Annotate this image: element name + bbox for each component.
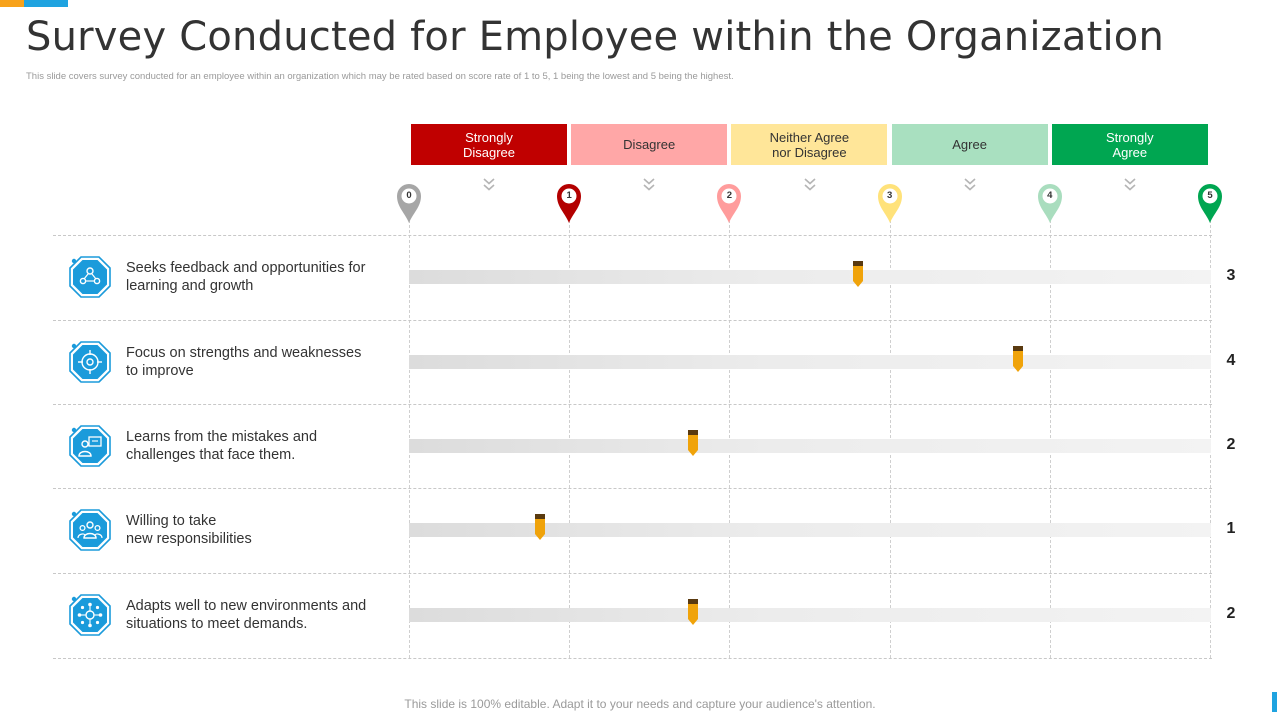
- location-pin-icon: [397, 184, 421, 223]
- scale-label-1: Strongly Disagree: [411, 124, 567, 165]
- rating-track: [409, 355, 1211, 369]
- location-pin-icon: [1198, 184, 1222, 223]
- scale-label-2: Disagree: [571, 124, 728, 165]
- gridline-5: [1210, 200, 1211, 658]
- corner-accent-mark: [1272, 692, 1277, 712]
- pin-number: 3: [886, 190, 893, 201]
- statement-text: Learns from the mistakes and challenges …: [126, 429, 318, 463]
- score-value: 3: [1226, 267, 1236, 284]
- chevron-down-icon: [483, 178, 495, 191]
- statement-text: Willing to take new responsibilities: [126, 513, 252, 547]
- row-separator: [53, 488, 1212, 489]
- accent-bar-blue: [24, 0, 68, 7]
- chevron-down-icon: [643, 178, 655, 191]
- rating-marker: [535, 514, 546, 540]
- location-pin-icon: [877, 184, 902, 223]
- scale-label-3: Neither Agree nor Disagree: [731, 124, 888, 165]
- statement-text: Focus on strengths and weaknesses to imp…: [126, 345, 362, 379]
- team-group-icon: [69, 509, 111, 551]
- score-value: 2: [1226, 436, 1236, 453]
- gridline-2: [729, 200, 731, 658]
- statement-text: Seeks feedback and opportunities for lea…: [126, 260, 366, 294]
- page-title: Survey Conducted for Employee within the…: [26, 14, 1165, 60]
- row-separator: [53, 320, 1212, 321]
- chevron-down-icon: [803, 178, 816, 191]
- gridline-0: [409, 200, 410, 658]
- rating-track: [409, 523, 1211, 537]
- chevron-down-icon: [1124, 178, 1136, 191]
- scale-label-5: Strongly Agree: [1051, 124, 1208, 165]
- rating-marker: [687, 430, 698, 456]
- gridline-4: [1049, 200, 1051, 658]
- location-pin-icon: [557, 184, 582, 223]
- score-value: 1: [1226, 520, 1236, 537]
- rating-marker: [852, 261, 863, 287]
- person-presentation-icon: [69, 425, 111, 467]
- score-value: 4: [1226, 352, 1236, 369]
- row-separator: [53, 658, 1212, 659]
- row-separator: [53, 573, 1212, 574]
- accent-bar-orange: [0, 0, 24, 7]
- pin-number: 5: [1207, 190, 1213, 201]
- row-separator: [53, 235, 1212, 236]
- scale-label-4: Agree: [891, 124, 1048, 165]
- rating-track: [409, 439, 1211, 453]
- hub-network-icon: [69, 594, 111, 636]
- rating-marker: [687, 599, 698, 625]
- row-separator: [53, 404, 1212, 405]
- target-focus-icon: [69, 341, 111, 383]
- gridline-3: [889, 200, 891, 658]
- chevron-down-icon: [964, 178, 976, 191]
- rating-marker: [1012, 346, 1023, 372]
- rating-track: [409, 608, 1211, 622]
- pin-number: 0: [406, 190, 412, 201]
- statement-text: Adapts well to new environments and situ…: [126, 598, 367, 632]
- rating-track: [409, 270, 1211, 284]
- location-pin-icon: [717, 184, 742, 223]
- gridline-1: [569, 200, 571, 658]
- location-pin-icon: [1037, 184, 1062, 223]
- network-people-icon: [69, 256, 111, 298]
- pin-number: 4: [1047, 190, 1053, 201]
- pin-number: 2: [726, 190, 733, 201]
- pin-number: 1: [566, 190, 572, 201]
- page-subtitle: This slide covers survey conducted for a…: [26, 71, 734, 82]
- footer-note: This slide is 100% editable. Adapt it to…: [404, 697, 876, 711]
- score-value: 2: [1226, 605, 1236, 622]
